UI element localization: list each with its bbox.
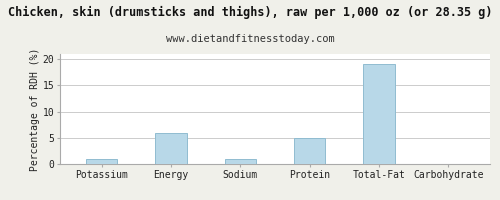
- Text: Chicken, skin (drumsticks and thighs), raw per 1,000 oz (or 28.35 g): Chicken, skin (drumsticks and thighs), r…: [8, 6, 492, 19]
- Bar: [364, 64, 394, 164]
- Y-axis label: Percentage of RDH (%): Percentage of RDH (%): [30, 47, 40, 171]
- Bar: [224, 159, 256, 164]
- Bar: [294, 138, 326, 164]
- Bar: [156, 133, 186, 164]
- Text: www.dietandfitnesstoday.com: www.dietandfitnesstoday.com: [166, 34, 334, 44]
- Bar: [86, 159, 117, 164]
